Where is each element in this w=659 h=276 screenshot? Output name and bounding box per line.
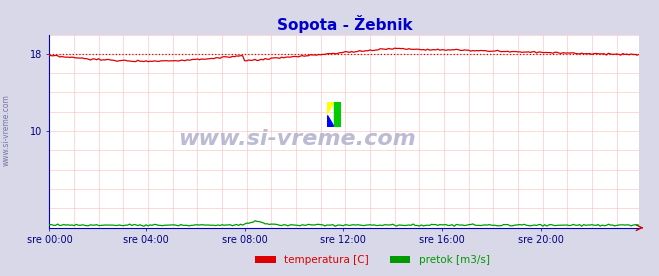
Polygon shape	[327, 102, 334, 115]
Polygon shape	[327, 115, 334, 127]
Title: Sopota - Žebnik: Sopota - Žebnik	[277, 15, 412, 33]
Legend: temperatura [C], pretok [m3/s]: temperatura [C], pretok [m3/s]	[250, 251, 494, 269]
Polygon shape	[334, 102, 341, 127]
Text: www.si-vreme.com: www.si-vreme.com	[2, 94, 11, 166]
Text: www.si-vreme.com: www.si-vreme.com	[179, 129, 416, 149]
